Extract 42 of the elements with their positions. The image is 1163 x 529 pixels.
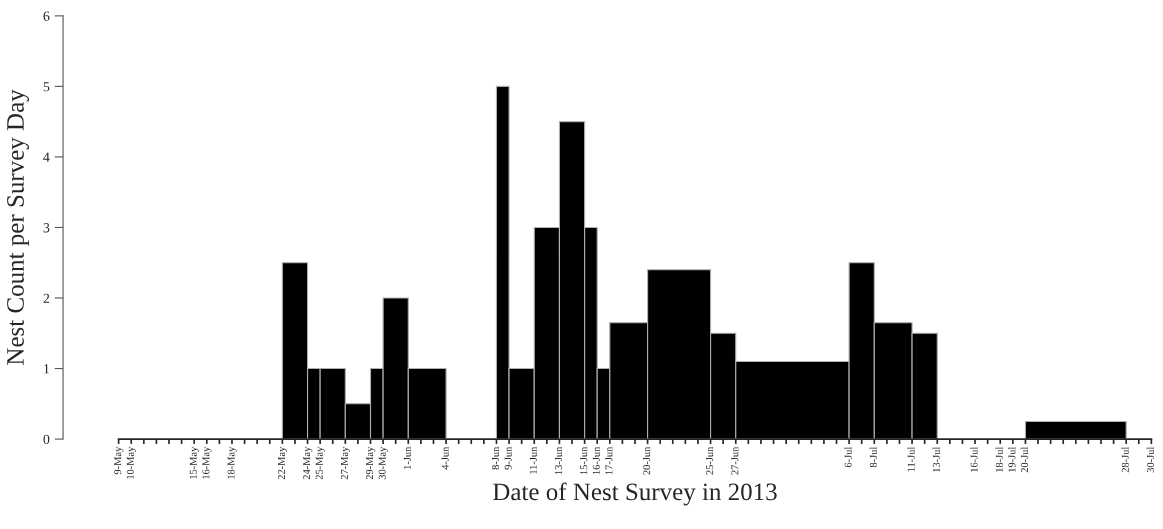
x-tick-label: 24-May [303,446,313,480]
x-tick-label: 6-Jul [844,446,852,468]
y-tick-label: 4 [43,152,50,162]
y-tick-label: 0 [43,434,50,445]
x-tick-label: 27-May [340,446,351,480]
y-tick-label: 3 [43,223,50,233]
y-tick-label: 2 [43,293,50,303]
x-tick-label: 10-May [126,446,136,479]
x-tick-label: 11-Jul [907,446,915,472]
x-tick-label: 16-Jul [970,446,978,472]
x-tick-label: 27-Jun [731,446,739,475]
x-tick-label: 16-Jun [592,446,600,475]
x-tick-label: 4-Jun [441,446,449,470]
x-tick-label: 29-May [366,446,376,480]
y-tick-label: 6 [43,11,50,21]
x-tick-label: 13-Jun [555,446,563,475]
x-tick-label: 8-Jun [492,446,500,470]
x-tick-label: 13-Jul [932,446,940,472]
x-tick-label: 8-Jul [869,446,877,468]
x-tick-label: 11-Jun [529,446,537,474]
x-tick-label: 17-Jun [605,446,613,475]
x-tick-label: 9-May [114,446,124,475]
x-tick-label: 9-Jun [504,446,512,470]
x-tick-label: 1-Jun [403,446,411,469]
x-tick-label: 25-Jun [706,446,714,475]
x-tick-label: 20-Jun [643,446,651,475]
x-tick-label: 30-Jul [1146,446,1154,473]
x-axis-title: Date of Nest Survey in 2013 [493,482,777,506]
x-tick-label: 20-Jul [1020,446,1029,473]
x-tick-label: 15-Jun [580,446,588,475]
x-tick-label: 15-May [189,446,199,479]
y-axis-title: Nest Count per Survey Day [7,89,30,365]
y-tick-label: 1 [44,364,50,374]
x-tick-label: 18-May [227,446,237,479]
x-tick-label: 28-Jul [1121,446,1129,473]
x-tick-label: 19-Jul [1008,446,1016,472]
x-tick-label: 16-May [202,446,212,479]
x-tick-label: 25-May [315,446,325,480]
x-tick-label: 30-May [378,446,388,480]
x-tick-label: 18-Jul [995,446,1003,472]
x-tick-label: 22-May [277,446,288,480]
y-tick-label: 5 [43,82,50,92]
